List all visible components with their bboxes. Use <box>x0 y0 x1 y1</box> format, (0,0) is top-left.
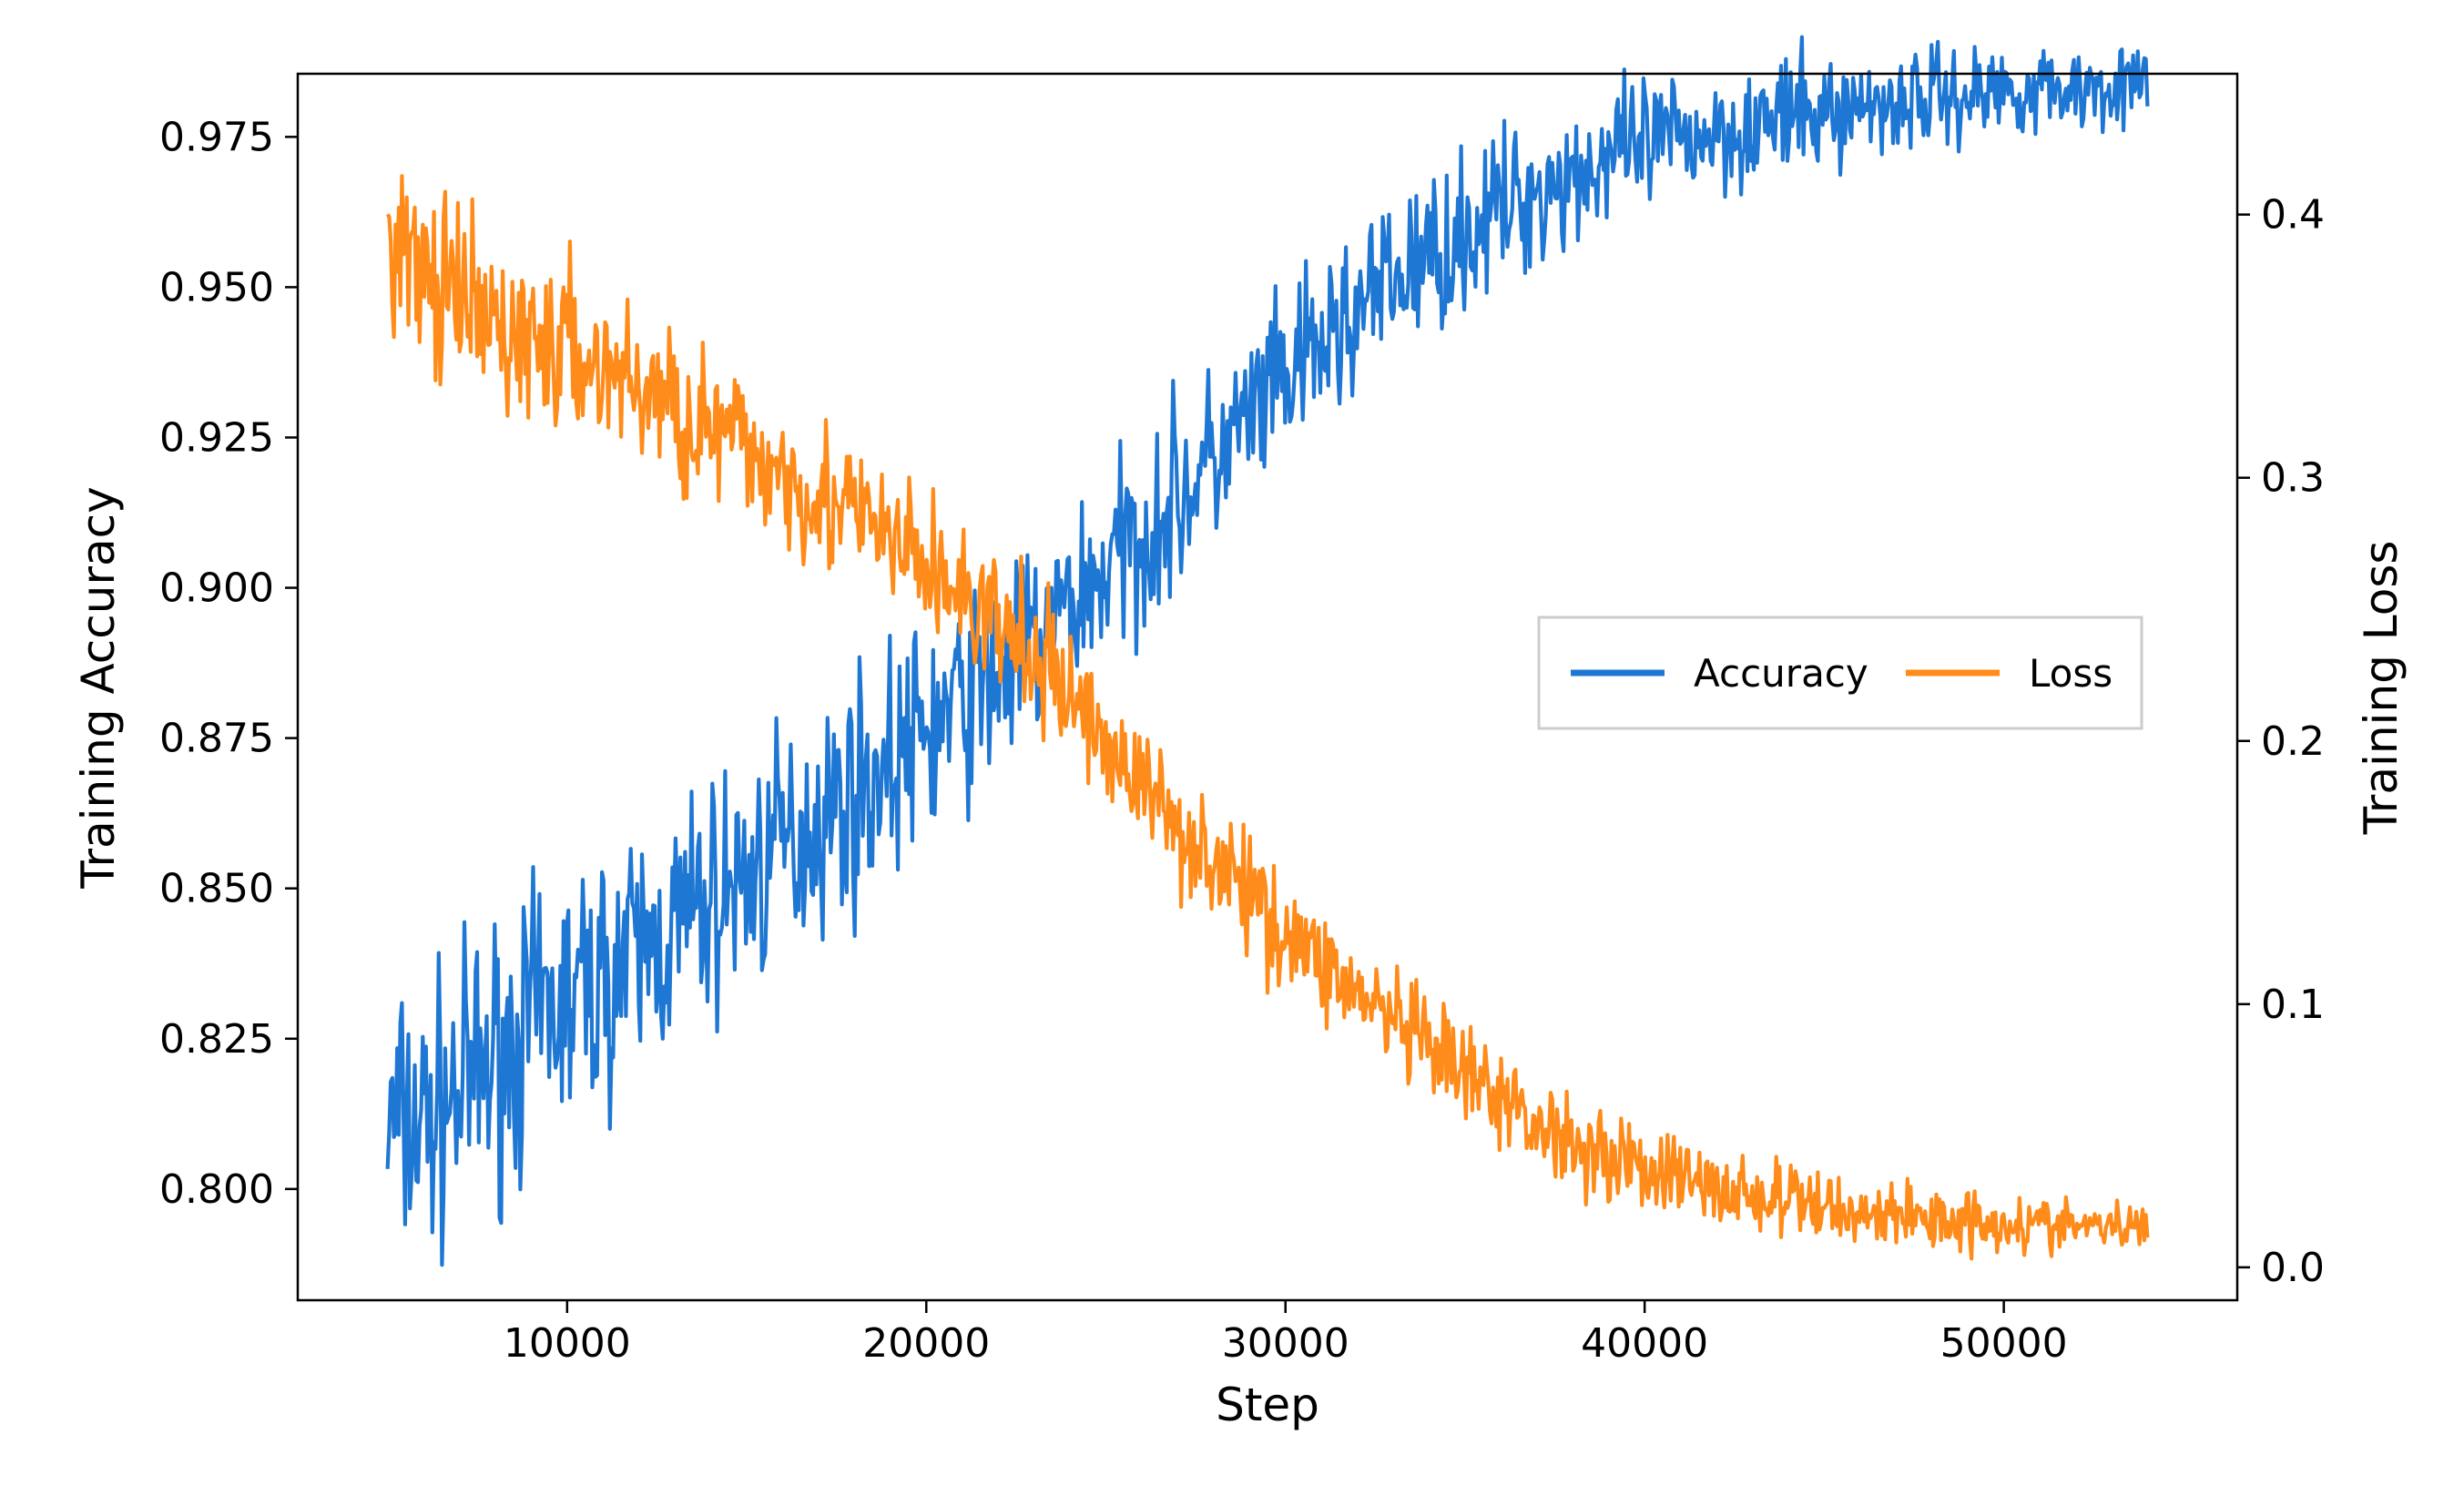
left-y-tick-label: 0.850 <box>159 866 274 912</box>
legend: Accuracy Loss <box>1537 616 2143 730</box>
series-line-loss <box>385 174 2150 1261</box>
right-y-axis-label: Training Loss <box>2355 541 2408 836</box>
right-y-tick-label: 0.3 <box>2261 455 2325 502</box>
left-y-tick-label: 0.925 <box>159 414 274 461</box>
series-line-accuracy <box>385 35 2150 1267</box>
left-y-tick-label: 0.800 <box>159 1166 274 1213</box>
legend-label-accuracy: Accuracy <box>1694 651 1868 696</box>
x-tick-label: 20000 <box>862 1320 990 1367</box>
x-tick-label: 10000 <box>504 1320 631 1367</box>
x-tick-label: 30000 <box>1222 1320 1349 1367</box>
plot-lines <box>385 35 2150 1267</box>
right-y-tick-label: 0.0 <box>2261 1245 2325 1291</box>
left-y-tick-label: 0.975 <box>159 114 274 160</box>
left-y-axis-label: Training Accuracy <box>72 486 125 889</box>
legend-label-loss: Loss <box>2029 651 2113 696</box>
left-y-tick-label: 0.950 <box>159 264 274 310</box>
left-y-tick-label: 0.875 <box>159 716 274 762</box>
left-y-axis-ticks: 0.800 0.825 0.850 0.875 0.900 0.925 0.950 0.975 <box>159 114 298 1213</box>
right-y-tick-label: 0.2 <box>2261 718 2325 765</box>
left-y-tick-label: 0.825 <box>159 1016 274 1063</box>
right-y-tick-label: 0.4 <box>2261 192 2325 239</box>
x-tick-label: 50000 <box>1940 1320 2068 1367</box>
x-tick-label: 40000 <box>1581 1320 1708 1367</box>
left-y-tick-label: 0.900 <box>159 565 274 612</box>
right-y-axis-ticks: 0.0 0.1 0.2 0.3 0.4 <box>2237 192 2325 1291</box>
x-axis-ticks: 10000 20000 30000 40000 50000 <box>504 1300 2068 1367</box>
x-axis-label: Step <box>1216 1379 1319 1431</box>
plot-area-frame <box>296 72 2239 1302</box>
right-y-tick-label: 0.1 <box>2261 982 2325 1028</box>
